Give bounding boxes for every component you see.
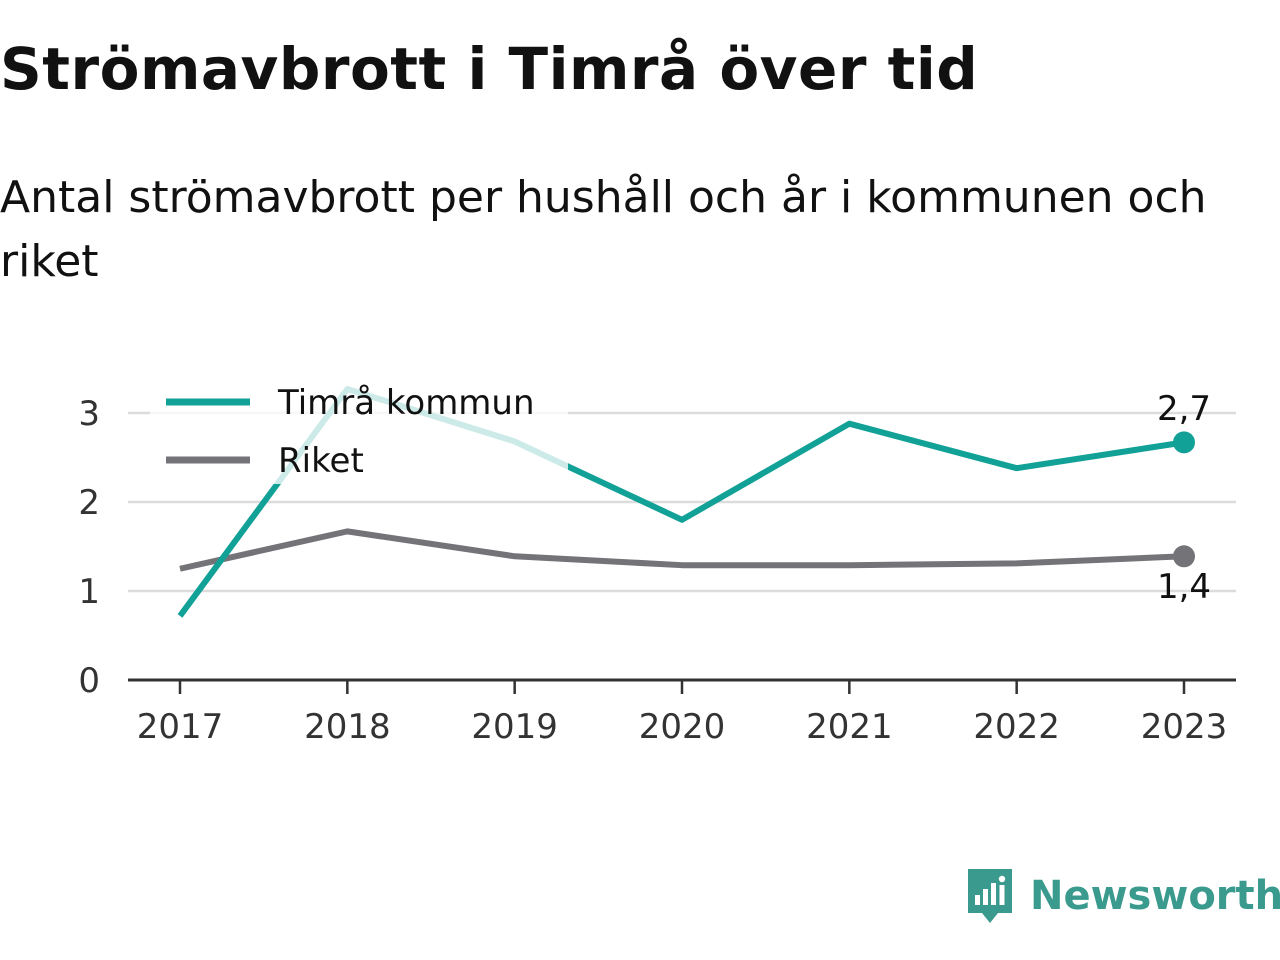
x-tick-label: 2019 xyxy=(471,707,558,747)
x-tick-label: 2023 xyxy=(1141,707,1228,747)
y-tick-label: 1 xyxy=(78,572,100,612)
legend-label-riket: Riket xyxy=(278,441,364,481)
chart-title: Strömavbrott i Timrå över tid xyxy=(0,35,979,103)
series-line-riket xyxy=(179,528,1185,572)
x-tick-label: 2021 xyxy=(806,707,893,747)
end-label-riket: 1,4 xyxy=(1157,567,1211,607)
brand-logo: Newsworthy xyxy=(964,864,1280,928)
x-tick-label: 2018 xyxy=(304,707,391,747)
legend-label-timra: Timrå kommun xyxy=(277,383,535,423)
end-label-timra: 2,7 xyxy=(1157,389,1211,429)
legend-background xyxy=(150,372,568,484)
x-tick-label: 2017 xyxy=(137,707,224,747)
newsworthy-logo-icon xyxy=(968,869,1012,923)
legend: Timrå kommun Riket xyxy=(150,372,568,484)
y-tick-label: 3 xyxy=(78,394,100,434)
end-marker-timra xyxy=(1173,431,1195,454)
axes: 0 1 2 3 2017 2018 2019 2020 2021 2022 2023 xyxy=(78,394,1236,747)
chart-subtitle: Antal strömavbrott per hushåll och år i … xyxy=(0,172,1207,287)
y-tick-label: 0 xyxy=(78,661,100,701)
x-tick-label: 2020 xyxy=(639,707,726,747)
end-labels: 2,7 1,4 xyxy=(1157,389,1211,607)
x-tick-label: 2022 xyxy=(973,707,1060,747)
y-tick-label: 2 xyxy=(78,483,100,523)
brand-name: Newsworthy xyxy=(1030,873,1280,919)
end-marker-riket xyxy=(1173,545,1195,568)
